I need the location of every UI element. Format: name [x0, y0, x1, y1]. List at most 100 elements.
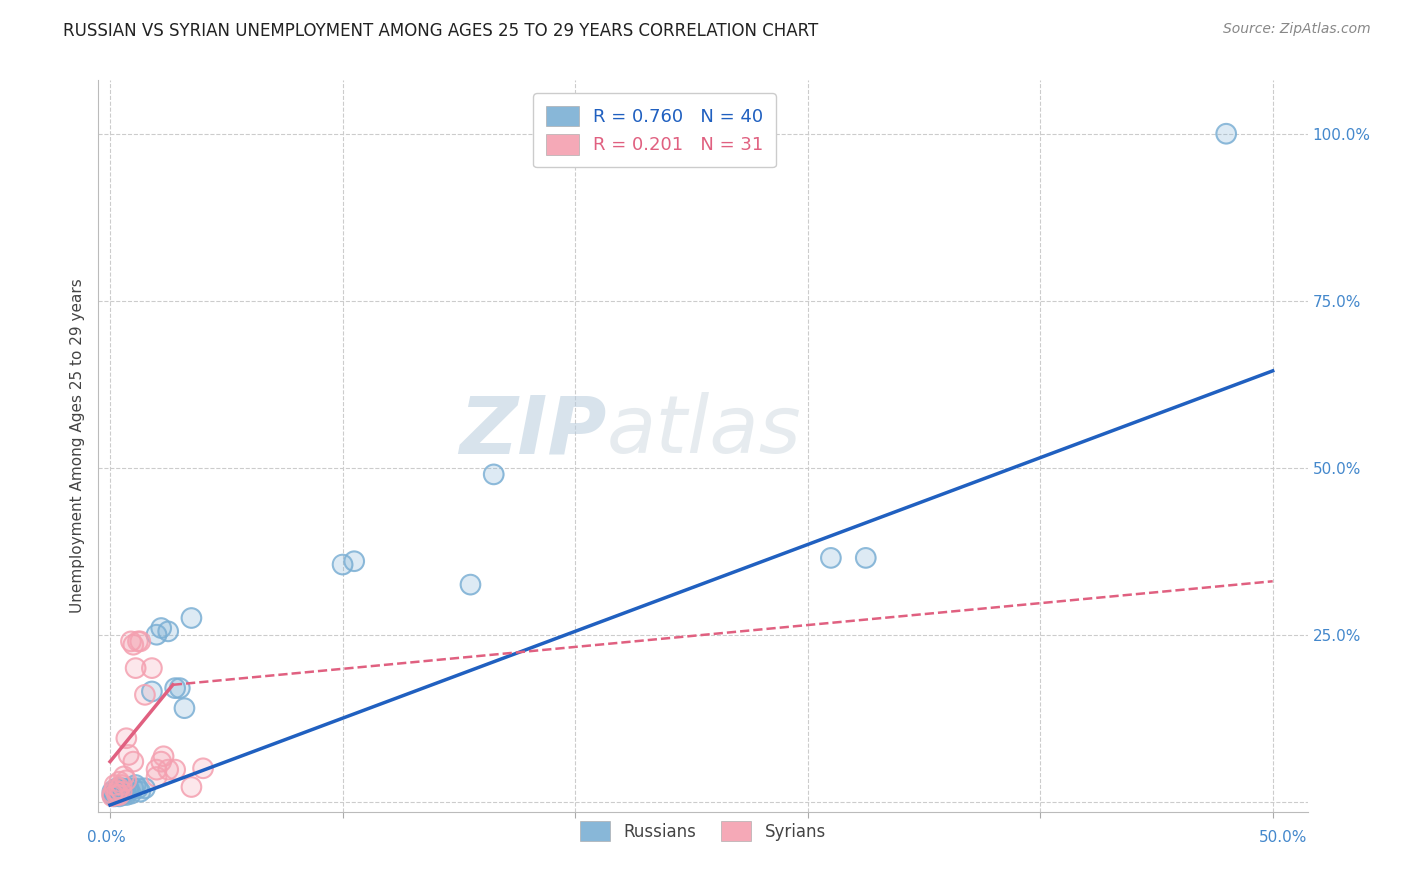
Point	[104, 782, 127, 797]
Point	[157, 763, 180, 777]
Text: ZIP: ZIP	[458, 392, 606, 470]
Text: 50.0%: 50.0%	[1260, 830, 1308, 845]
Point	[120, 787, 142, 801]
Text: 0.0%: 0.0%	[87, 830, 125, 845]
Point	[482, 467, 505, 482]
Point	[112, 769, 135, 783]
Point	[332, 558, 354, 572]
Point	[124, 661, 146, 675]
Point	[127, 781, 149, 796]
Text: Source: ZipAtlas.com: Source: ZipAtlas.com	[1223, 22, 1371, 37]
Point	[105, 781, 128, 796]
Point	[343, 554, 366, 568]
Point	[855, 550, 877, 565]
Point	[122, 755, 145, 769]
Point	[120, 634, 142, 648]
Legend: Russians, Syrians: Russians, Syrians	[574, 814, 832, 847]
Point	[115, 788, 138, 802]
Point	[129, 634, 152, 648]
Point	[104, 787, 127, 801]
Point	[115, 731, 138, 746]
Point	[127, 781, 149, 796]
Point	[820, 550, 842, 565]
Point	[108, 789, 131, 804]
Point	[108, 782, 131, 797]
Point	[1215, 127, 1237, 141]
Point	[145, 763, 167, 777]
Point	[129, 634, 152, 648]
Point	[101, 789, 124, 804]
Point	[108, 782, 131, 797]
Point	[122, 638, 145, 652]
Point	[101, 785, 124, 799]
Point	[157, 624, 180, 639]
Point	[115, 731, 138, 746]
Point	[134, 688, 156, 702]
Point	[108, 781, 131, 796]
Point	[180, 611, 202, 625]
Point	[112, 787, 135, 801]
Point	[173, 701, 195, 715]
Text: atlas: atlas	[606, 392, 801, 470]
Point	[332, 558, 354, 572]
Point	[124, 661, 146, 675]
Point	[129, 785, 152, 799]
Point	[118, 747, 141, 762]
Point	[120, 634, 142, 648]
Point	[460, 577, 482, 591]
Point	[104, 789, 127, 804]
Point	[124, 778, 146, 792]
Point	[101, 788, 124, 802]
Point	[145, 628, 167, 642]
Point	[101, 788, 124, 802]
Point	[101, 787, 124, 801]
Point	[150, 621, 173, 635]
Point	[191, 761, 214, 775]
Point	[152, 749, 174, 764]
Point	[108, 787, 131, 801]
Point	[105, 785, 128, 799]
Point	[112, 787, 135, 801]
Point	[180, 780, 202, 794]
Point	[173, 701, 195, 715]
Point	[141, 684, 163, 698]
Point	[104, 778, 127, 792]
Point	[108, 774, 131, 789]
Point	[150, 755, 173, 769]
Point	[111, 785, 134, 799]
Point	[820, 550, 842, 565]
Point	[105, 788, 128, 802]
Point	[104, 787, 127, 801]
Point	[111, 785, 134, 799]
Point	[134, 781, 156, 796]
Point	[169, 681, 191, 695]
Point	[108, 788, 131, 802]
Point	[180, 611, 202, 625]
Point	[105, 785, 128, 799]
Point	[127, 634, 149, 648]
Point	[141, 661, 163, 675]
Y-axis label: Unemployment Among Ages 25 to 29 years: Unemployment Among Ages 25 to 29 years	[69, 278, 84, 614]
Point	[134, 688, 156, 702]
Point	[111, 781, 134, 796]
Point	[101, 789, 124, 804]
Point	[165, 681, 187, 695]
Point	[105, 788, 128, 802]
Point	[108, 788, 131, 802]
Point	[105, 788, 128, 802]
Point	[122, 781, 145, 796]
Point	[104, 778, 127, 792]
Point	[145, 628, 167, 642]
Point	[165, 681, 187, 695]
Point	[104, 782, 127, 797]
Point	[165, 763, 187, 777]
Point	[124, 778, 146, 792]
Point	[111, 788, 134, 802]
Point	[145, 770, 167, 784]
Point	[118, 781, 141, 796]
Point	[191, 761, 214, 775]
Point	[165, 763, 187, 777]
Point	[115, 788, 138, 802]
Point	[105, 781, 128, 796]
Point	[157, 763, 180, 777]
